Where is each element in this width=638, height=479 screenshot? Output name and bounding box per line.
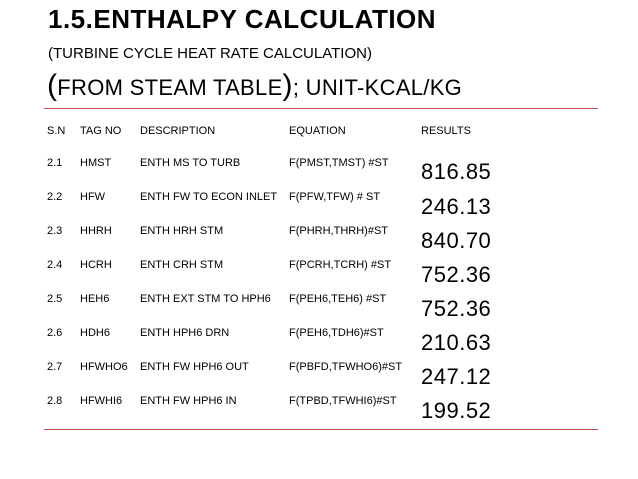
row-sn: 2.4 (47, 259, 63, 271)
row-tag: HMST (80, 157, 112, 169)
row-result: 210.63 (421, 330, 492, 355)
row-equation: F(PHRH,THRH)#ST (289, 225, 388, 237)
row-result: 840.70 (421, 228, 492, 253)
header-results: RESULTS (421, 125, 471, 137)
row-result: 246.13 (421, 194, 492, 219)
row-sn: 2.7 (47, 361, 63, 373)
unit-line: (FROM STEAM TABLE); UNIT-KCAL/KG (47, 71, 462, 101)
top-rule (44, 108, 598, 109)
open-paren: ( (47, 69, 58, 102)
row-sn: 2.6 (47, 327, 63, 339)
row-equation: F(TPBD,TFWHI6)#ST (289, 395, 397, 407)
row-description: ENTH HPH6 DRN (140, 327, 230, 339)
row-sn: 2.1 (47, 157, 63, 169)
row-equation: F(PEH6,TDH6)#ST (289, 327, 384, 339)
header-description: DESCRIPTION (140, 125, 216, 137)
row-tag: HEH6 (80, 293, 110, 305)
row-description: ENTH FW HPH6 OUT (140, 361, 249, 373)
row-description: ENTH CRH STM (140, 259, 224, 271)
row-sn: 2.3 (47, 225, 63, 237)
row-equation: F(PMST,TMST) #ST (289, 157, 389, 169)
row-tag: HFW (80, 191, 106, 203)
header-sn: S.N (47, 125, 66, 137)
row-result: 247.12 (421, 364, 492, 389)
row-description: ENTH FW TO ECON INLET (140, 191, 278, 203)
row-tag: HCRH (80, 259, 112, 271)
unit-text: ; UNIT-KCAL/KG (292, 75, 463, 100)
row-result: 199.52 (421, 398, 492, 423)
row-sn: 2.8 (47, 395, 63, 407)
row-tag: HDH6 (80, 327, 110, 339)
row-description: ENTH MS TO TURB (140, 157, 241, 169)
row-description: ENTH FW HPH6 IN (140, 395, 237, 407)
row-sn: 2.2 (47, 191, 63, 203)
page-title: 1.5.ENTHALPY CALCULATION (48, 4, 437, 34)
row-equation: F(PEH6,TEH6) #ST (289, 293, 387, 305)
row-tag: HHRH (80, 225, 112, 237)
row-result: 752.36 (421, 262, 492, 287)
row-sn: 2.5 (47, 293, 63, 305)
row-equation: F(PBFD,TFWHO6)#ST (289, 361, 403, 373)
source-text: FROM STEAM TABLE (57, 75, 283, 100)
page-subtitle: (TURBINE CYCLE HEAT RATE CALCULATION) (48, 45, 372, 62)
row-tag: HFWHO6 (80, 361, 128, 373)
row-equation: F(PFW,TFW) # ST (289, 191, 381, 203)
row-description: ENTH HRH STM (140, 225, 224, 237)
row-result: 752.36 (421, 296, 492, 321)
bottom-rule (44, 429, 598, 430)
row-description: ENTH EXT STM TO HPH6 (140, 293, 271, 305)
row-result: 816.85 (421, 159, 492, 184)
row-equation: F(PCRH,TCRH) #ST (289, 259, 392, 271)
row-tag: HFWHI6 (80, 395, 123, 407)
header-equation: EQUATION (289, 125, 346, 137)
close-paren: ) (282, 69, 293, 102)
header-tag: TAG NO (80, 125, 122, 137)
